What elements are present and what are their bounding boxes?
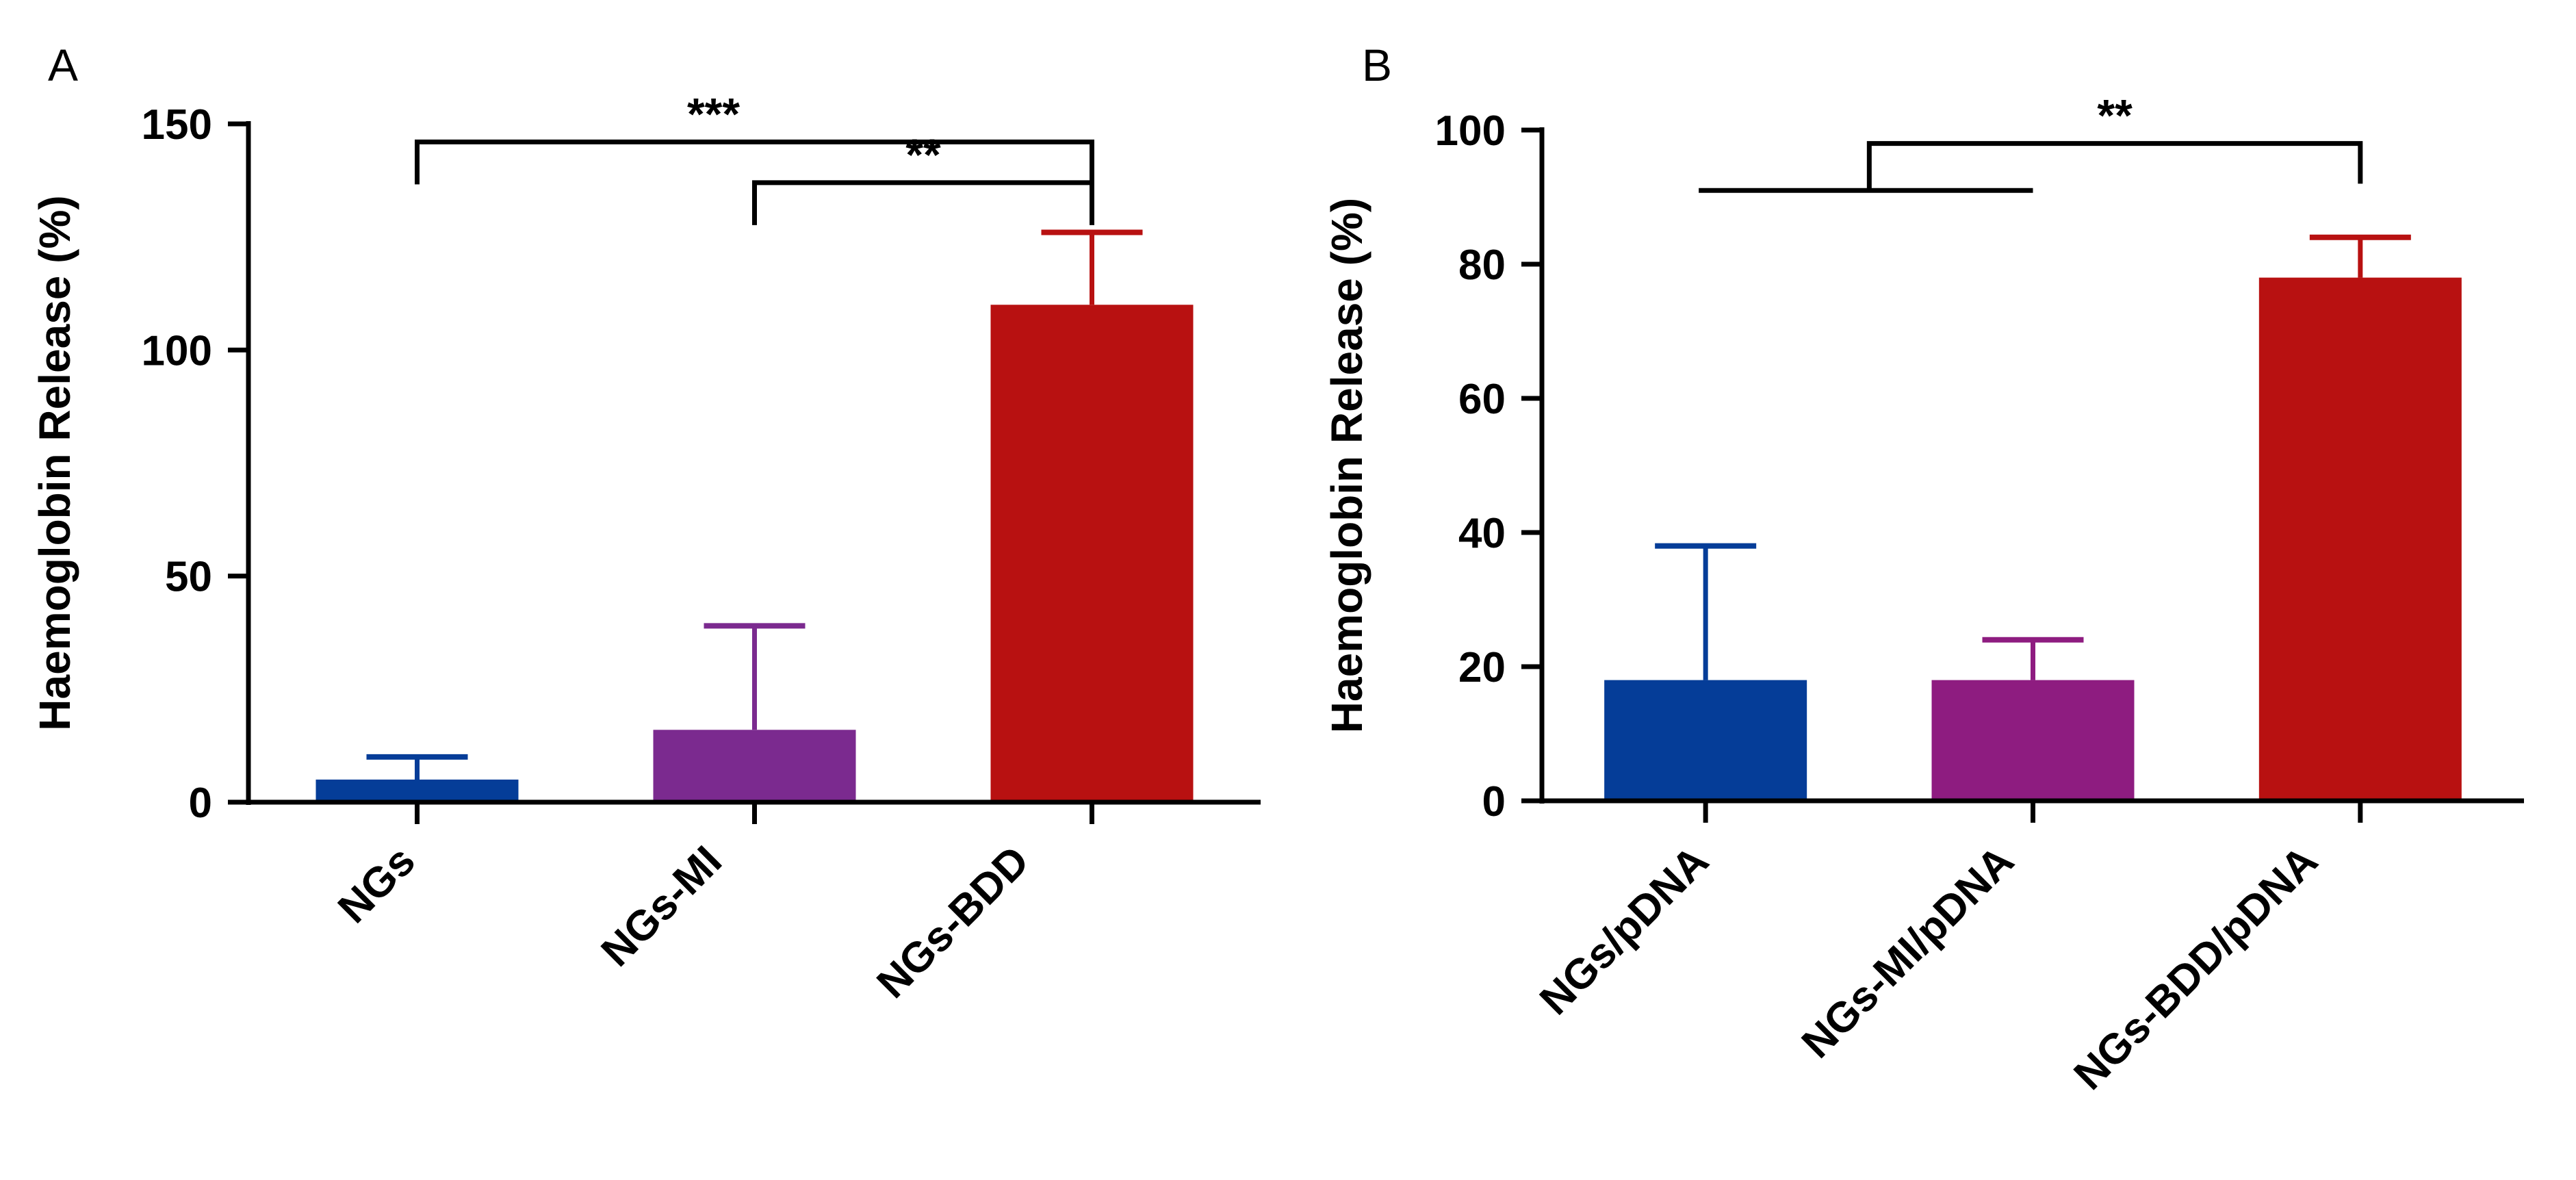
- bar-ngs-bdd-pdna: [2258, 277, 2462, 801]
- bar-ngs-pdna: [1604, 680, 1807, 801]
- y-tick-label: 80: [1458, 242, 1506, 289]
- y-axis-title: Haemoglobin Release (%): [30, 195, 79, 730]
- x-category-label: NGs-BDD: [868, 837, 1038, 1008]
- y-tick-label: 40: [1458, 510, 1506, 557]
- bar-ngs: [315, 779, 519, 802]
- y-axis-title: Haemoglobin Release (%): [1322, 198, 1371, 733]
- significance-label: ***: [687, 88, 740, 139]
- x-category-label: NGs: [329, 837, 424, 932]
- x-category-label: NGs-MI: [593, 837, 731, 975]
- y-tick-label: 50: [165, 554, 212, 601]
- y-tick-label: 60: [1458, 376, 1506, 423]
- bar-ngs-bdd: [990, 305, 1194, 802]
- panel-label-a: A: [48, 40, 78, 90]
- y-tick-label: 100: [1435, 107, 1506, 155]
- significance-bracket: [1866, 141, 2363, 191]
- panel-label-b: B: [1362, 40, 1392, 90]
- significance-bracket: [752, 180, 1094, 225]
- y-tick-label: 0: [189, 780, 212, 827]
- y-tick-label: 100: [142, 327, 212, 374]
- significance-label: **: [2097, 90, 2133, 141]
- significance-bracket: [415, 139, 1094, 185]
- x-category-label: NGs-MI/pDNA: [1793, 837, 2023, 1067]
- x-category-label: NGs-BDD/pDNA: [2065, 837, 2326, 1099]
- bar-ngs-mi-pdna: [1931, 680, 2135, 801]
- panel-a-chart: 0 50 100 150 NGs NGs-MI NGs-BDD Haemoglobin Rel…: [30, 88, 1261, 1008]
- bar-ngs-mi: [653, 730, 856, 802]
- y-tick-label: 150: [142, 101, 212, 149]
- panel-b-chart: 0 20 40 60 80 100 NGs/pDNA NGs-MI/pDNA NGs-BDD/p…: [1322, 90, 2524, 1099]
- y-tick-label: 0: [1482, 778, 1506, 825]
- y-tick-label: 20: [1458, 644, 1506, 691]
- significance-label: **: [905, 129, 941, 180]
- x-category-label: NGs/pDNA: [1531, 837, 1718, 1024]
